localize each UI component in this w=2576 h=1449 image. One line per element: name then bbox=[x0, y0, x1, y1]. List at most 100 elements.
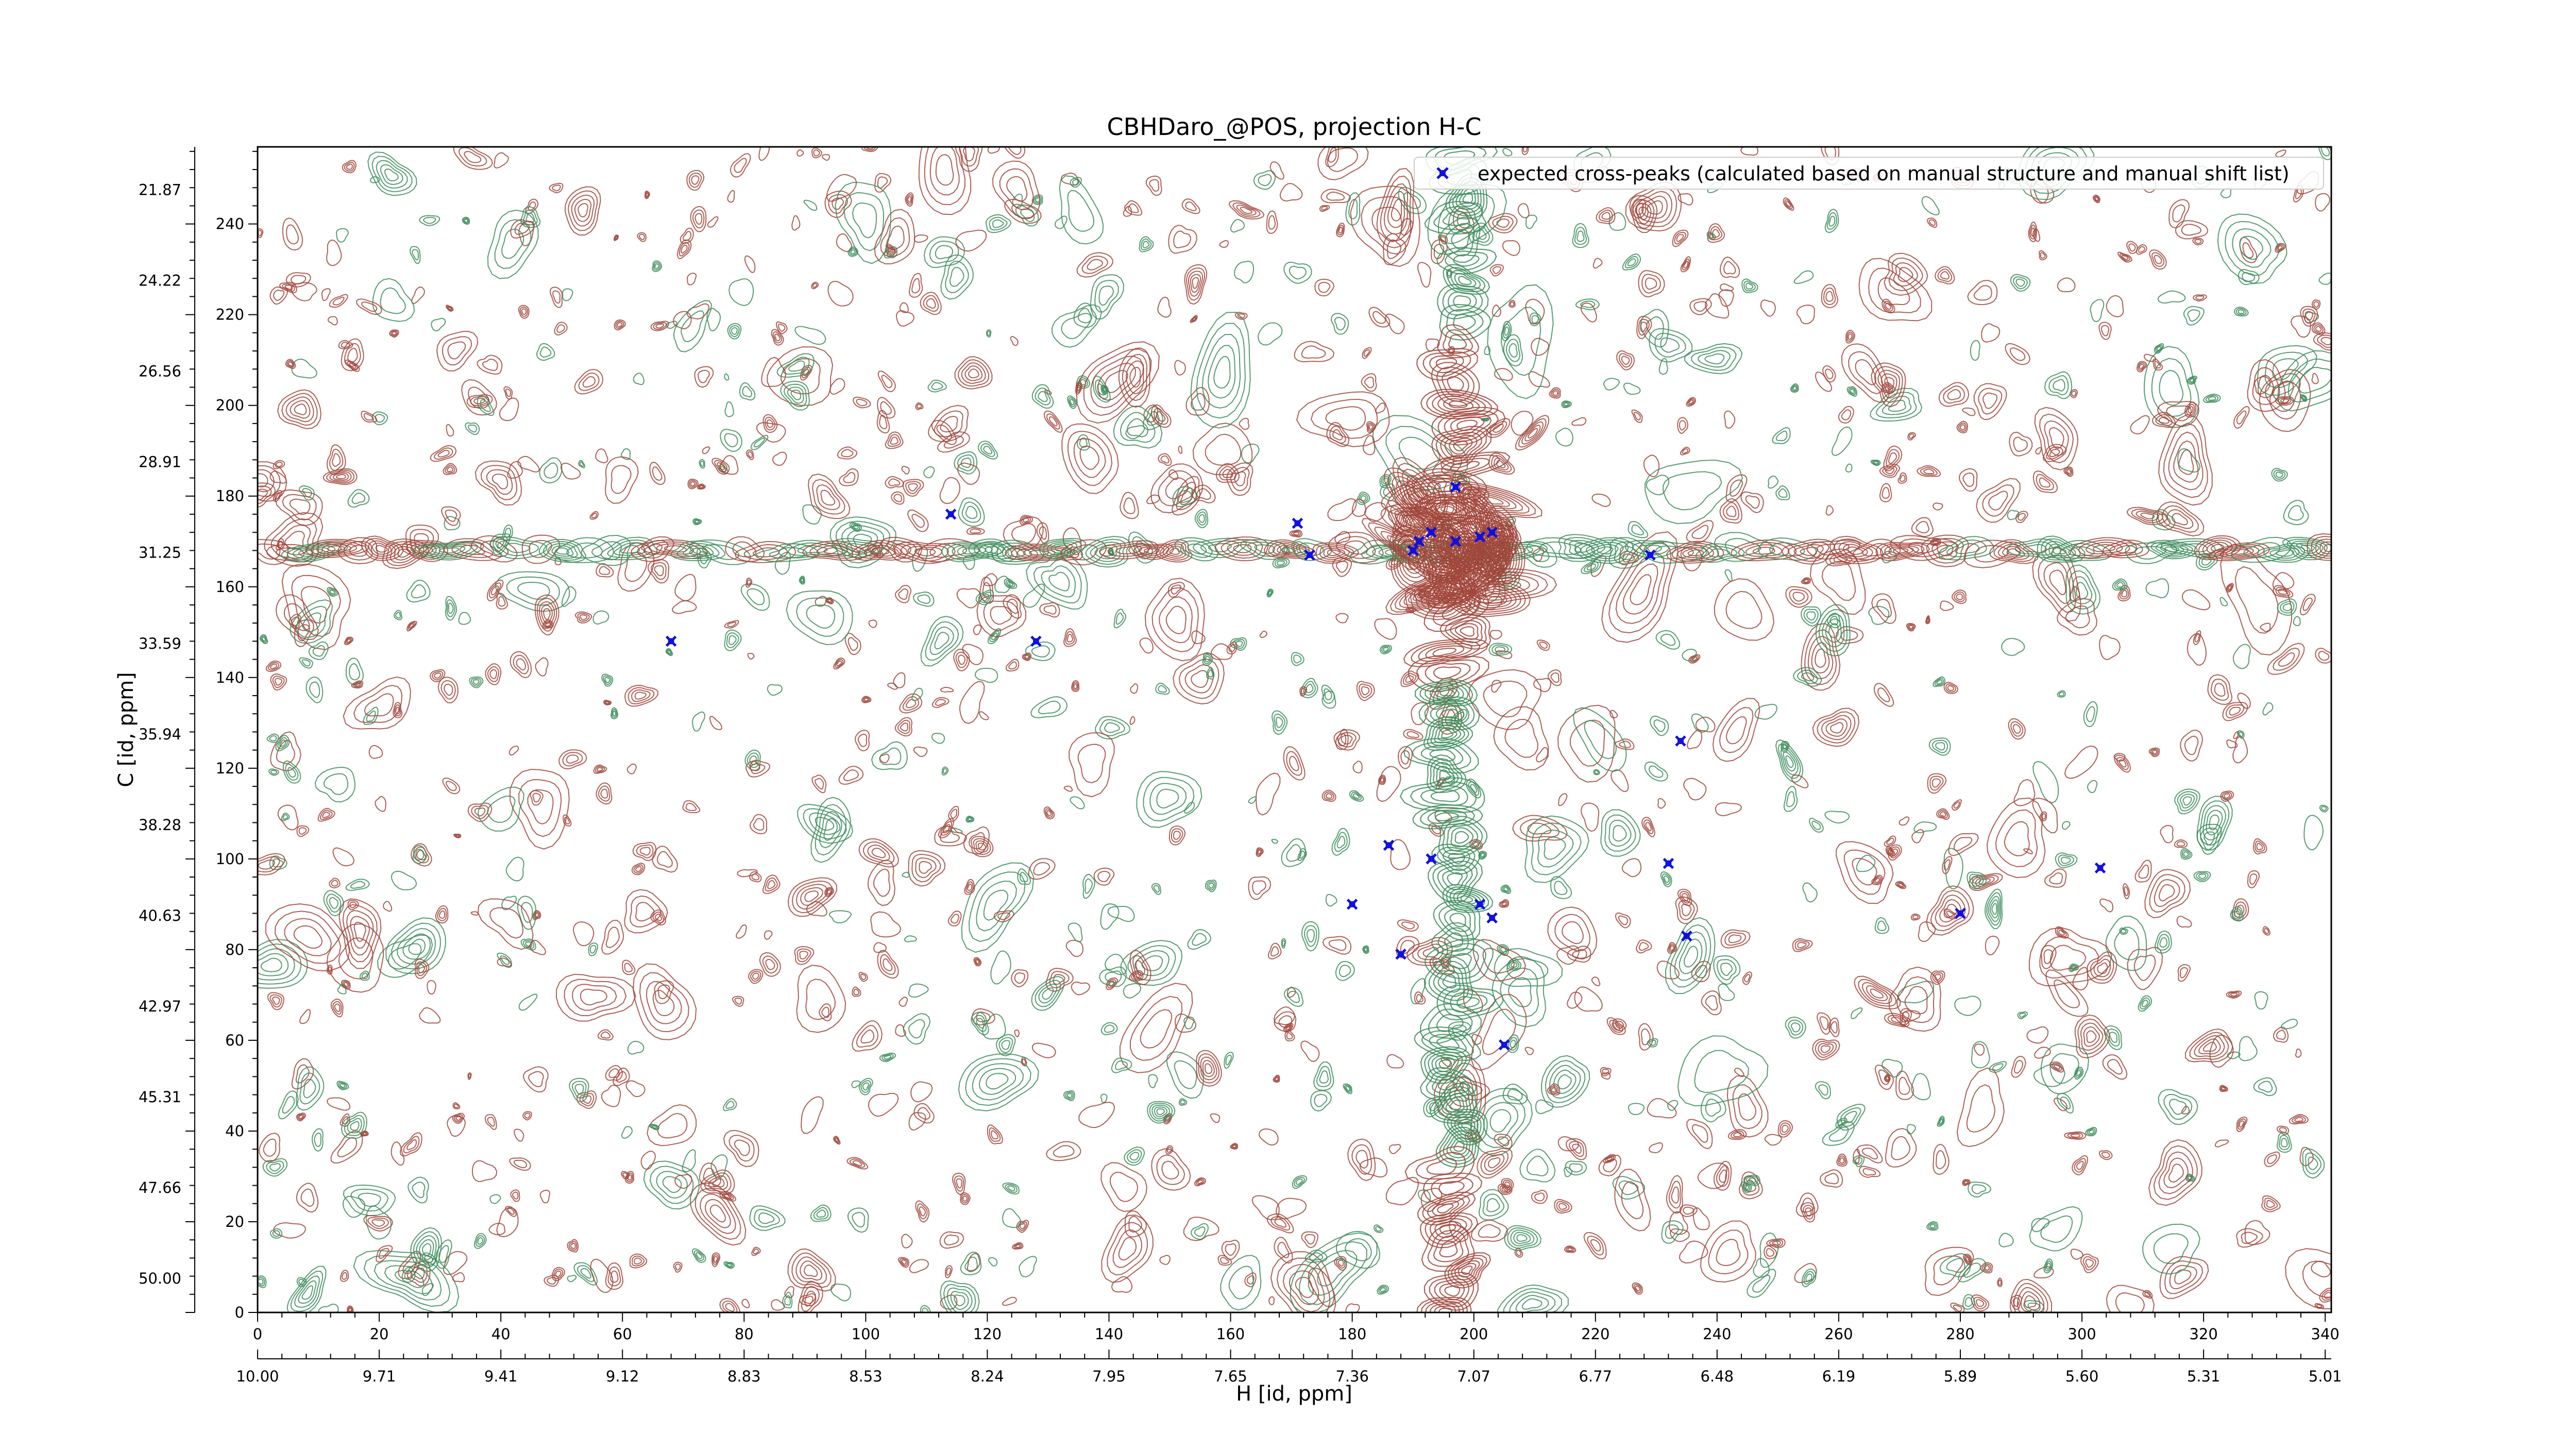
contour-blob bbox=[802, 504, 822, 525]
contour-blob bbox=[518, 993, 538, 1011]
contour-blob bbox=[730, 153, 751, 178]
contour-blob bbox=[637, 232, 647, 242]
contour-blob bbox=[1400, 218, 1414, 236]
contour-blob bbox=[1219, 240, 1229, 248]
contour-blob bbox=[958, 1053, 1039, 1111]
contour-blob bbox=[853, 396, 871, 409]
contour-blob bbox=[1274, 1237, 1293, 1264]
contour-blob bbox=[1071, 680, 1080, 693]
contour-blob bbox=[2028, 927, 2112, 987]
contour-blob bbox=[1793, 270, 1814, 284]
cross-peak-marker bbox=[1498, 1039, 1510, 1051]
contour-blob bbox=[1383, 233, 1406, 265]
contour-blob bbox=[1359, 1157, 1388, 1178]
contour-blob bbox=[1151, 404, 1172, 428]
contour-blob bbox=[446, 424, 454, 437]
contour-blob bbox=[993, 910, 1014, 922]
contour-blob bbox=[807, 474, 851, 519]
contour-blob bbox=[931, 733, 945, 744]
contour-blob bbox=[858, 838, 900, 868]
contour-blob bbox=[1888, 844, 1902, 861]
contour-blob bbox=[496, 1207, 519, 1238]
contour-blob bbox=[2311, 373, 2319, 384]
contour-blob bbox=[1802, 882, 1818, 903]
contour-blob bbox=[915, 1200, 930, 1223]
contour-blob bbox=[269, 855, 287, 870]
contour-blob bbox=[1701, 990, 1722, 1016]
contour-blob bbox=[1687, 729, 1703, 750]
contour-blob bbox=[1884, 252, 1928, 296]
contour-blob bbox=[486, 579, 504, 602]
contour-blob bbox=[411, 286, 425, 304]
contour-blob bbox=[285, 359, 296, 369]
contour-blob bbox=[488, 1223, 506, 1236]
contour-blob bbox=[1809, 817, 1824, 833]
contour-blob bbox=[1536, 639, 1550, 651]
contour-blob bbox=[1667, 942, 1677, 954]
contour-blob bbox=[908, 983, 929, 998]
contour-blob bbox=[613, 234, 619, 241]
contour-blob bbox=[563, 814, 572, 827]
x-ppm-tick-label: 7.65 bbox=[1214, 1368, 1247, 1385]
x-ppm-tick-label: 9.71 bbox=[363, 1368, 396, 1385]
contour-blob bbox=[643, 1160, 700, 1210]
cross-peak-marker bbox=[1413, 535, 1425, 547]
cross-peak-marker bbox=[1304, 549, 1315, 561]
contour-blob bbox=[410, 246, 421, 264]
contour-blob bbox=[1836, 1153, 1848, 1167]
x-tick-label: 280 bbox=[1946, 1325, 1974, 1343]
contour-blob bbox=[1532, 548, 1545, 562]
contour-blob bbox=[987, 1124, 1003, 1144]
contour-blob bbox=[2114, 754, 2131, 773]
contour-blob bbox=[1294, 341, 1335, 362]
contour-blob bbox=[1640, 309, 1669, 348]
contour-blob bbox=[1817, 1012, 1831, 1035]
contour-blob bbox=[518, 221, 534, 246]
contour-blob bbox=[1415, 679, 1478, 706]
contour-blob bbox=[868, 1092, 899, 1117]
contour-blob bbox=[505, 1206, 517, 1217]
contour-blob bbox=[2151, 412, 2176, 428]
contour-blob bbox=[2063, 1131, 2086, 1140]
contour-blob bbox=[1124, 1147, 1145, 1166]
contour-blob bbox=[915, 402, 924, 410]
contour-blob bbox=[341, 980, 351, 990]
contour-blob bbox=[440, 506, 461, 526]
contour-blob bbox=[1592, 258, 1603, 269]
contour-blob bbox=[1719, 498, 1742, 524]
contour-blob bbox=[477, 395, 495, 416]
contour-blob bbox=[258, 459, 287, 502]
contour-blob bbox=[496, 593, 509, 610]
contour-blob bbox=[1680, 256, 1691, 273]
contour-blob bbox=[1335, 613, 1349, 624]
plot-frame bbox=[257, 146, 2332, 1313]
contour-blob bbox=[1431, 407, 1506, 446]
contour-blob bbox=[605, 456, 639, 504]
contour-blob bbox=[1139, 236, 1154, 252]
contour-blob bbox=[1259, 1128, 1279, 1146]
contour-blob bbox=[1165, 1145, 1174, 1155]
contour-blob bbox=[365, 1205, 392, 1240]
contour-blob bbox=[1913, 821, 1937, 833]
contour-blob bbox=[1183, 1016, 1195, 1030]
contour-blob bbox=[291, 358, 317, 379]
contour-blob bbox=[1331, 313, 1349, 335]
contour-blob bbox=[687, 478, 699, 490]
contour-blob bbox=[1022, 583, 1045, 608]
contour-blob bbox=[2039, 811, 2047, 821]
contour-blob bbox=[282, 760, 301, 784]
contour-blob bbox=[1270, 1251, 1336, 1312]
contour-blob bbox=[1976, 478, 2021, 523]
contour-blob bbox=[1528, 371, 1550, 388]
contour-blob bbox=[1194, 509, 1209, 528]
contour-blob bbox=[1574, 537, 1634, 564]
contour-blob bbox=[318, 1303, 339, 1312]
cross-peak-marker bbox=[1292, 517, 1303, 529]
contour-blob bbox=[1185, 386, 1210, 416]
contour-blob bbox=[904, 935, 918, 942]
contour-blob bbox=[1379, 645, 1393, 654]
contour-blob bbox=[555, 973, 636, 1022]
contour-blob bbox=[1925, 615, 1930, 625]
contour-blob bbox=[1753, 1258, 1770, 1278]
contour-blob bbox=[2311, 299, 2321, 310]
